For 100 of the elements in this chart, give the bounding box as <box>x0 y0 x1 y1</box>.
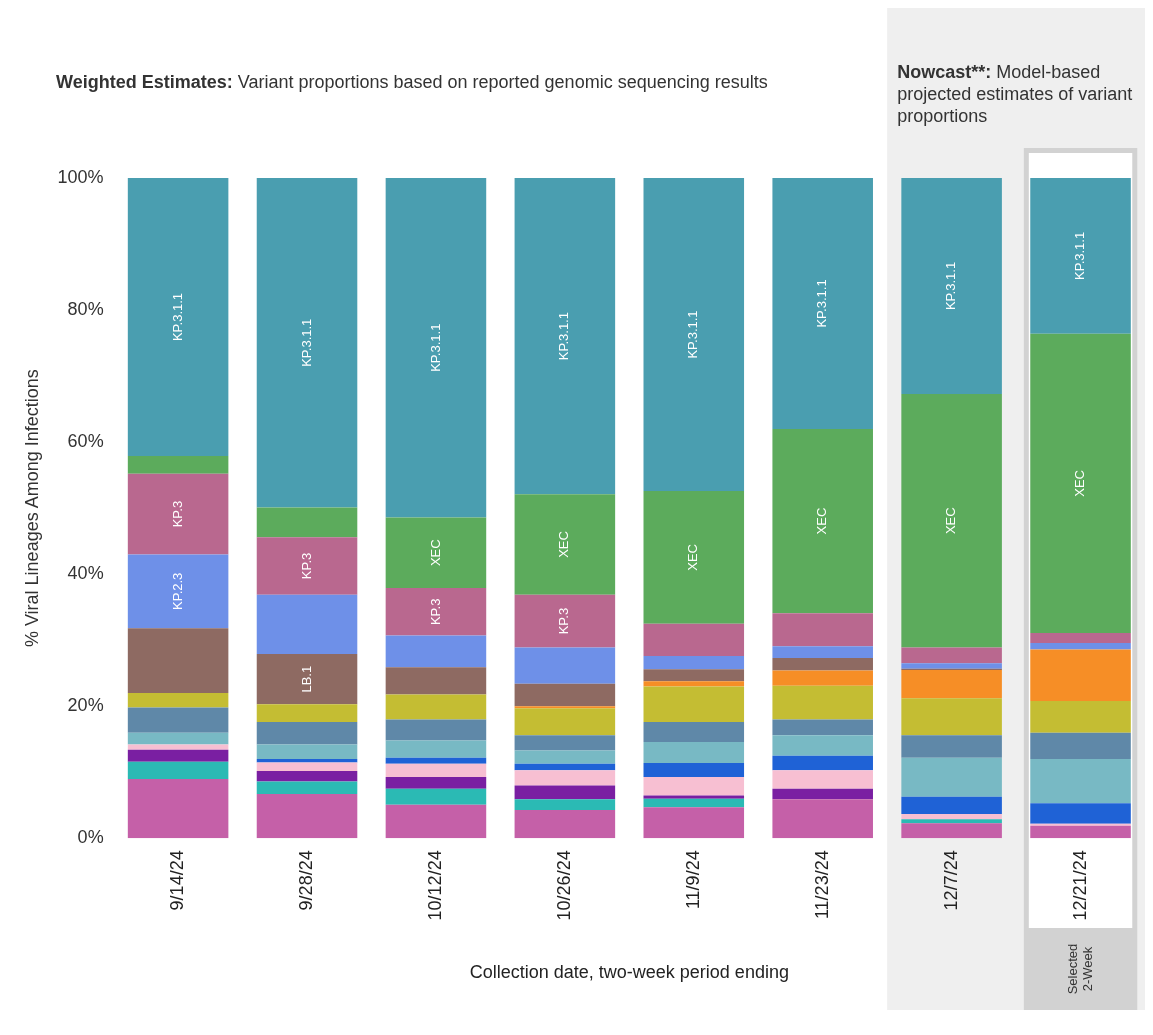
data-label: KP.3.1.1 <box>943 261 959 311</box>
bar <box>514 809 616 839</box>
bar <box>514 708 616 736</box>
bar <box>385 178 487 518</box>
band-label: Selected 2-Week <box>1064 943 1095 995</box>
bar <box>772 658 873 671</box>
bar <box>256 781 358 795</box>
bar <box>643 722 745 742</box>
bar <box>385 757 487 764</box>
bar <box>256 744 358 760</box>
x-tick-label: 11/23/24 <box>811 850 832 920</box>
bar <box>643 669 745 682</box>
data-label: KP.3.1.1 <box>1072 231 1088 281</box>
bar <box>772 670 873 686</box>
chart-subtitle: Variant proportions based on reported genomic sequencing results <box>237 72 768 92</box>
bar <box>127 761 229 779</box>
bar <box>901 669 1002 699</box>
x-tick-label: 9/28/24 <box>295 850 316 911</box>
bar <box>1030 700 1131 733</box>
bar <box>127 473 229 555</box>
bar <box>256 759 358 763</box>
bar <box>385 588 487 636</box>
y-tick-label: 40% <box>67 563 104 584</box>
data-label: LB.1 <box>298 665 314 693</box>
bar <box>1030 759 1131 804</box>
data-label: XEC <box>1072 470 1088 497</box>
bar <box>643 656 745 670</box>
data-label: KP.3 <box>298 552 314 580</box>
bar <box>901 813 1002 820</box>
bar <box>901 178 1002 394</box>
bar <box>385 776 487 789</box>
bar <box>901 698 1002 736</box>
bar <box>772 788 873 800</box>
bar <box>901 663 1002 669</box>
bar <box>772 719 873 736</box>
bar <box>643 807 745 839</box>
x-tick-label: 10/12/24 <box>424 850 445 921</box>
data-label: XEC <box>556 531 572 558</box>
bar <box>514 799 616 810</box>
bar <box>256 654 358 705</box>
bar <box>385 788 487 805</box>
bar <box>643 776 745 796</box>
bar <box>514 683 616 707</box>
bar <box>127 744 229 750</box>
bar <box>1030 825 1131 839</box>
bar <box>772 613 873 647</box>
bar <box>772 178 873 429</box>
data-label: KP.3 <box>556 607 572 635</box>
bar <box>514 594 616 648</box>
bar <box>514 494 616 595</box>
data-label: KP.3.1.1 <box>814 279 830 328</box>
bar <box>127 628 229 694</box>
bar <box>385 719 487 741</box>
bar <box>385 517 487 589</box>
bar <box>901 757 1002 797</box>
bar <box>514 735 616 751</box>
bar <box>514 750 616 764</box>
bar <box>514 763 616 771</box>
bar <box>901 647 1002 664</box>
bar <box>772 428 873 614</box>
bar <box>901 823 1002 839</box>
bar <box>127 554 229 629</box>
data-label: KP.3 <box>427 598 443 626</box>
bar <box>514 770 616 786</box>
data-label: KP.3 <box>169 500 185 528</box>
data-label: KP.3.1.1 <box>685 310 701 359</box>
x-tick-label: 11/9/24 <box>682 850 703 910</box>
bar <box>127 178 229 456</box>
bar <box>385 763 487 777</box>
bar <box>256 704 358 723</box>
bar <box>385 804 487 839</box>
bar <box>127 456 229 474</box>
bar <box>643 741 745 764</box>
bar <box>256 507 358 538</box>
x-tick-label: 10/26/24 <box>553 850 574 921</box>
bar <box>901 393 1002 648</box>
bar <box>256 762 358 771</box>
y-tick-label: 0% <box>77 827 104 848</box>
bar <box>256 537 358 595</box>
y-tick-label: 100% <box>57 166 104 187</box>
y-tick-label: 20% <box>67 695 104 716</box>
bar <box>772 799 873 839</box>
data-label: KP.2.3 <box>169 572 185 611</box>
bar <box>1030 649 1131 701</box>
bar <box>643 178 745 491</box>
x-tick-label: 12/21/24 <box>1069 850 1090 921</box>
bar <box>256 178 358 508</box>
bar <box>643 686 745 723</box>
bar <box>256 722 358 745</box>
bar <box>772 685 873 720</box>
data-label: XEC <box>943 507 959 535</box>
data-label: XEC <box>685 543 701 571</box>
y-axis-title: % Viral Lineages Among Infections <box>21 369 42 648</box>
bar <box>127 749 229 762</box>
bar <box>643 798 745 808</box>
bar <box>643 681 745 687</box>
bar <box>643 623 745 657</box>
bar <box>385 667 487 695</box>
bar <box>772 735 873 756</box>
bar <box>256 594 358 655</box>
